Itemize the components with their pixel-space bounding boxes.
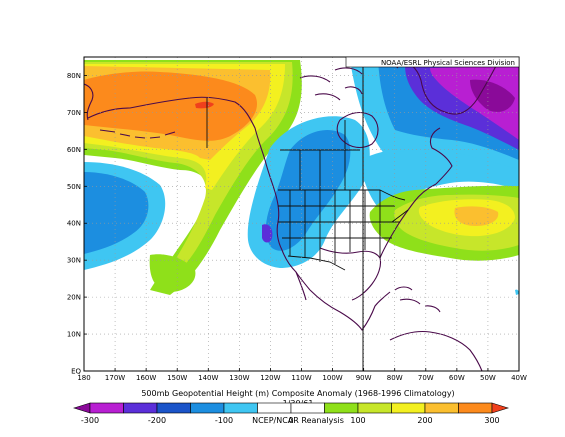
coast-canada-west: [264, 159, 283, 251]
colorbar-swatch: [123, 402, 158, 414]
lon-label: 150W: [167, 374, 187, 382]
state-lines: [278, 190, 409, 264]
lon-label: 120W: [260, 374, 280, 382]
colorbar-tick-label: -300: [81, 416, 99, 425]
lat-label: 80N: [67, 72, 81, 80]
lon-label: 130W: [229, 374, 249, 382]
map-caption: 500mb Geopotential Height (m) Composite …: [141, 389, 454, 398]
colorbar-swatch: [89, 402, 124, 414]
anomaly-shading: [84, 60, 519, 295]
coast-mexico-central: [309, 289, 391, 331]
coast-caribbean: [394, 286, 441, 313]
lon-label: 50W: [480, 374, 496, 382]
colorbar-swatch: [357, 402, 392, 414]
colorbar-ticks: -300 -200 -100 0 100 200 300: [81, 416, 500, 425]
lat-label: 40N: [67, 220, 81, 228]
ridge-tropic-pos50: [149, 254, 196, 292]
ridge-pos250: [84, 71, 258, 141]
lat-label: 20N: [67, 294, 81, 302]
coast-alaska: [87, 96, 266, 161]
lat-label: 10N: [67, 331, 81, 339]
canada-provinces: [280, 120, 360, 190]
colorbar-tick-label: 200: [417, 416, 432, 425]
colorbar-tick-label: 0: [288, 416, 293, 425]
colorbar-swatch: [156, 402, 191, 414]
colorbar-arrow-low: [72, 402, 91, 414]
coast-russia-east: [84, 83, 94, 121]
lon-label: 90W: [356, 374, 372, 382]
colorbar-swatch: [391, 402, 426, 414]
colorbar-swatch: [190, 402, 225, 414]
map-source: NCEP/NCAR Reanalysis: [252, 416, 344, 425]
ridge-small-pos50: [515, 289, 519, 295]
coastlines: [84, 59, 499, 371]
colorbar-swatch: [458, 402, 493, 414]
lon-label: 160W: [136, 374, 156, 382]
lon-label: 40W: [511, 374, 527, 382]
trough-greenland-neg250: [470, 79, 515, 112]
colorbar-arrow-high: [491, 402, 510, 414]
coast-south-america: [389, 330, 483, 371]
political-borders: [206, 98, 409, 271]
ridge-pos300: [195, 101, 214, 109]
lat-label: 60N: [67, 146, 81, 154]
lon-label: 60W: [449, 374, 465, 382]
colorbar-swatch: [324, 402, 359, 414]
coast-greenland: [399, 59, 499, 115]
colorbar: [72, 402, 510, 414]
colorbar-tick-label: 100: [350, 416, 365, 425]
graticule: [84, 57, 519, 371]
ridge-atl-pos200: [454, 206, 499, 226]
colorbar-swatch: [290, 402, 325, 414]
lon-label: 140W: [198, 374, 218, 382]
lon-label: 100W: [322, 374, 342, 382]
lon-labels: 180 170W 160W 150W 140W 130W 120W 110W 100W 90W 80…: [77, 374, 527, 382]
colorbar-swatch: [257, 402, 292, 414]
lon-label: 170W: [105, 374, 125, 382]
credit-box: [345, 56, 520, 68]
coast-canada-east: [429, 127, 453, 185]
colorbar-swatch: [223, 402, 258, 414]
lat-label: EQ: [71, 368, 81, 376]
lat-labels: 80N 70N 60N 50N 40N 30N 20N 10N EQ: [67, 72, 82, 376]
lon-label: 110W: [291, 374, 311, 382]
lon-label: 180: [77, 374, 90, 382]
colorbar-tick-label: -200: [148, 416, 166, 425]
lat-label: 70N: [67, 109, 81, 117]
axis-ticks: [83, 75, 520, 372]
trough-westpac-neg100: [84, 172, 149, 254]
colorbar-swatch: [424, 402, 459, 414]
coast-us-east: [379, 183, 437, 259]
colorbar-tick-label: 300: [484, 416, 499, 425]
coast-aleutians: [99, 129, 176, 139]
credit-text: NOAA/ESRL Physical Sciences Division: [381, 59, 515, 67]
colorbar-tick-label: -100: [215, 416, 233, 425]
lon-label: 70W: [418, 374, 434, 382]
coast-gulf-california: [295, 271, 307, 301]
lat-label: 50N: [67, 183, 81, 191]
lon-label: 80W: [387, 374, 403, 382]
lat-label: 30N: [67, 257, 81, 265]
trough-na-neg150: [262, 224, 273, 243]
